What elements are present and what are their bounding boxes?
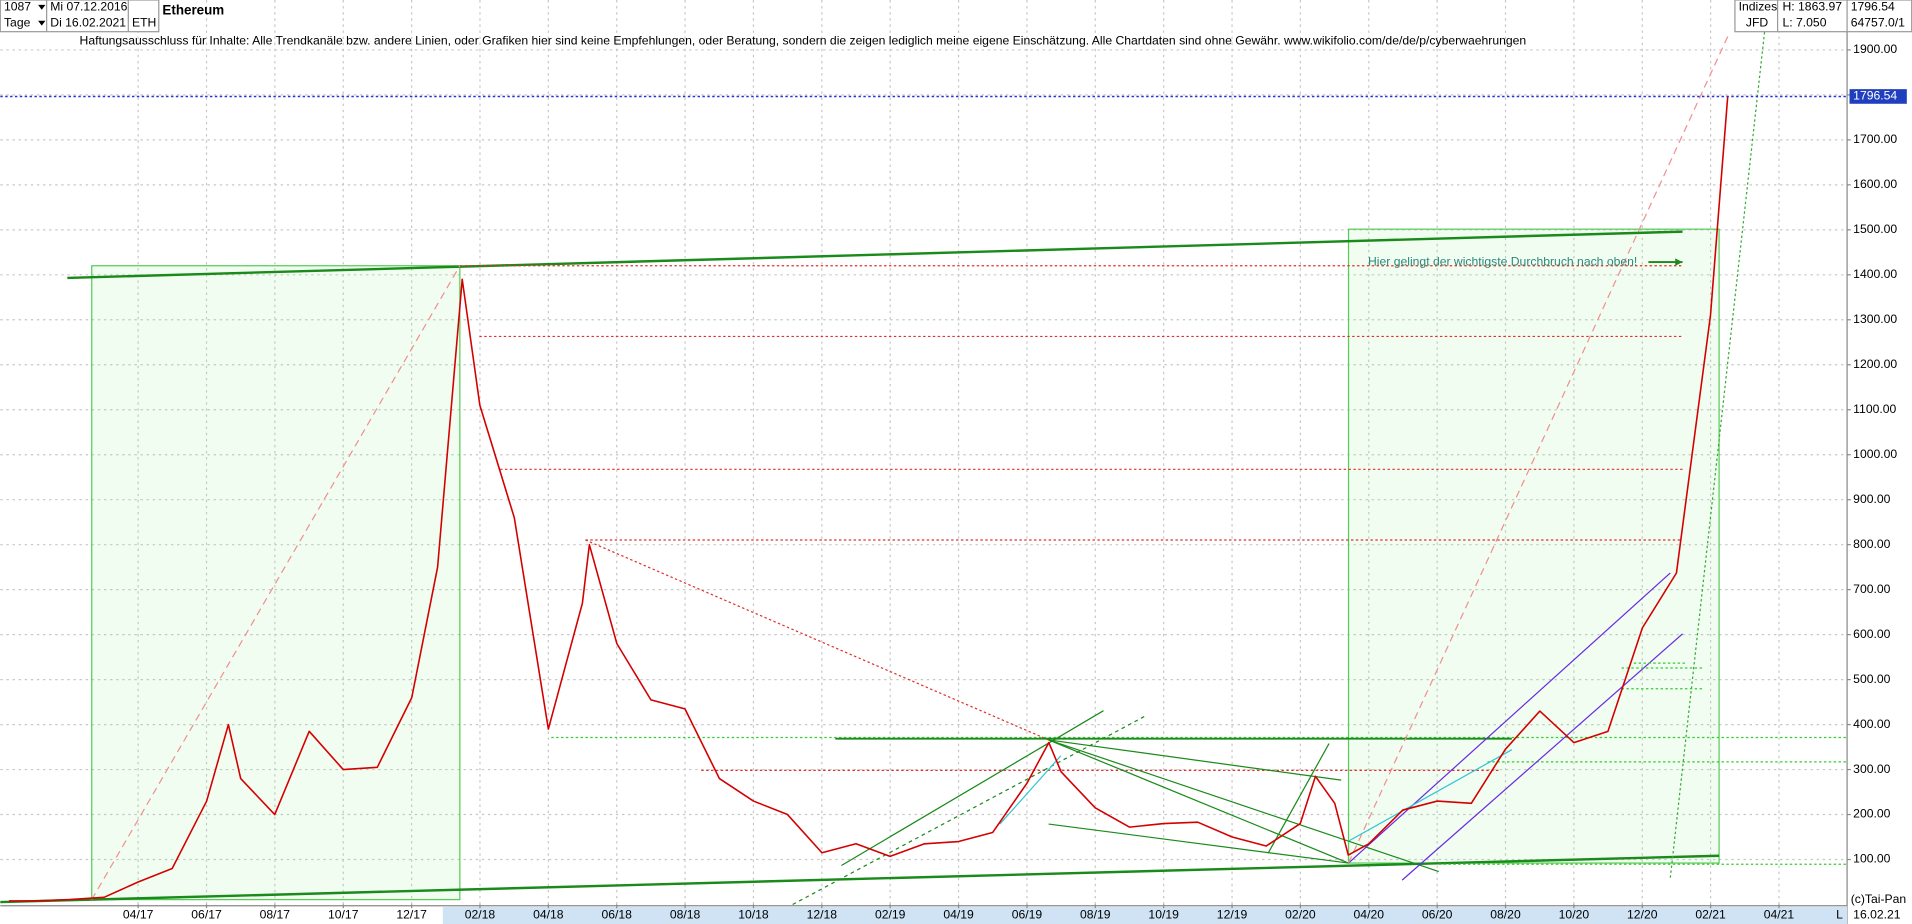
y-tick-label: 900.00 xyxy=(1853,492,1890,506)
trend-line xyxy=(1048,739,1342,781)
copyright: (c)Tai-Pan xyxy=(1851,892,1906,906)
y-tick-label: 1600.00 xyxy=(1853,177,1897,191)
volume: 64757.0/1 xyxy=(1851,15,1905,29)
end-date: Di 16.02.2021 xyxy=(50,15,126,29)
footer-date: 16.02.21 xyxy=(1853,908,1901,922)
y-tick-label: 1500.00 xyxy=(1853,222,1897,236)
x-tick-label: 12/18 xyxy=(807,908,838,922)
drawings xyxy=(0,24,1848,906)
trend-line xyxy=(91,265,461,900)
y-tick-label: 200.00 xyxy=(1853,807,1890,821)
dropdown-arrow[interactable] xyxy=(38,4,46,10)
bar-count[interactable]: 1087 xyxy=(4,0,31,14)
x-tick-label: 06/20 xyxy=(1422,908,1453,922)
trend-line xyxy=(1048,823,1349,864)
x-tick-label: 08/18 xyxy=(670,908,701,922)
x-tick-label: 12/19 xyxy=(1217,908,1248,922)
grid xyxy=(0,0,1848,905)
header-box xyxy=(0,0,160,33)
x-tick-label: 10/20 xyxy=(1559,908,1590,922)
trend-line xyxy=(792,715,1147,906)
dropdown-arrow[interactable] xyxy=(38,20,46,26)
x-tick-label: 08/19 xyxy=(1080,908,1111,922)
channel-line xyxy=(1348,572,1671,864)
header: 1087 Tage Mi 07.12.2016 Di 16.02.2021 ET… xyxy=(0,0,1912,48)
x-tick-label: 12/17 xyxy=(396,908,427,922)
y-tick-label: 700.00 xyxy=(1853,582,1890,596)
x-tick-label: 06/19 xyxy=(1012,908,1043,922)
plot xyxy=(0,95,1848,902)
low: L: 7.050 xyxy=(1782,15,1826,29)
x-tick-label: 04/18 xyxy=(533,908,564,922)
start-date: Mi 07.12.2016 xyxy=(50,0,127,14)
zone-box xyxy=(1347,228,1720,864)
axes: 100.00 200.00 300.00 400.00 500.00 600.00 700.… xyxy=(123,42,1907,922)
x-tick-label: 08/20 xyxy=(1490,908,1521,922)
x-tick-label: 12/20 xyxy=(1627,908,1658,922)
x-tick-label: 02/21 xyxy=(1695,908,1726,922)
y-tick-label: 800.00 xyxy=(1853,537,1890,551)
source: JFD xyxy=(1746,15,1769,29)
high: H: 1863.97 xyxy=(1782,0,1842,14)
y-tick-label: 100.00 xyxy=(1853,852,1890,866)
x-tick-label: 06/18 xyxy=(601,908,632,922)
trend-line xyxy=(1267,743,1330,854)
x-tick-label: 10/19 xyxy=(1148,908,1179,922)
price-line xyxy=(8,96,1729,902)
y-tick-label: 500.00 xyxy=(1853,672,1890,686)
x-tick-label: 04/21 xyxy=(1764,908,1795,922)
y-tick-label: 1900.00 xyxy=(1853,42,1897,56)
y-tick-label: 1200.00 xyxy=(1853,357,1897,371)
scale-mode[interactable]: L xyxy=(1836,908,1843,922)
channel-line xyxy=(999,755,1062,825)
trend-line xyxy=(1347,33,1730,864)
x-tick-label: 10/17 xyxy=(328,908,359,922)
disclaimer: Haftungsausschluss für Inhalte: Alle Tre… xyxy=(80,34,1527,48)
channel-line xyxy=(1401,633,1683,881)
trend-line xyxy=(1048,739,1439,873)
x-tick-label: 08/17 xyxy=(260,908,291,922)
annotation: Hier gelingt der wichtigste Durchbruch n… xyxy=(1368,254,1637,268)
instrument-name: Ethereum xyxy=(162,3,224,18)
y-tick-label: 1300.00 xyxy=(1853,312,1897,326)
trend-line xyxy=(841,710,1104,867)
x-tick-label: 06/17 xyxy=(191,908,222,922)
y-tick-label: 600.00 xyxy=(1853,627,1890,641)
trend-line xyxy=(67,230,1683,280)
trend-line xyxy=(1669,24,1767,878)
trend-line xyxy=(1048,739,1349,864)
y-tick-label: 300.00 xyxy=(1853,762,1890,776)
x-tick-label: 04/17 xyxy=(123,908,154,922)
interval[interactable]: Tage xyxy=(4,15,31,29)
x-tick-label: 02/20 xyxy=(1285,908,1316,922)
x-tick-label: 04/20 xyxy=(1354,908,1385,922)
symbol: ETH xyxy=(132,15,156,29)
x-tick-label: 04/19 xyxy=(943,908,974,922)
current-price-label: 1796.54 xyxy=(1853,89,1897,103)
last: 1796.54 xyxy=(1851,0,1895,14)
annotation-arrowhead xyxy=(1675,258,1683,266)
info-box xyxy=(1734,0,1912,33)
y-tick-label: 400.00 xyxy=(1853,717,1890,731)
x-tick-label: 10/18 xyxy=(738,908,769,922)
x-axis-selection xyxy=(442,906,1848,924)
y-tick-label: 1700.00 xyxy=(1853,132,1897,146)
trend-line xyxy=(585,539,1049,741)
category: Indizes xyxy=(1739,0,1778,14)
current-price-box xyxy=(1849,89,1907,104)
x-tick-label: 02/19 xyxy=(875,908,906,922)
y-tick-label: 1000.00 xyxy=(1853,447,1897,461)
x-tick-label: 02/18 xyxy=(465,908,496,922)
trend-line xyxy=(0,854,1720,904)
y-tick-label: 1400.00 xyxy=(1853,267,1897,281)
channel-line xyxy=(1348,749,1513,842)
y-tick-label: 1100.00 xyxy=(1853,402,1896,416)
